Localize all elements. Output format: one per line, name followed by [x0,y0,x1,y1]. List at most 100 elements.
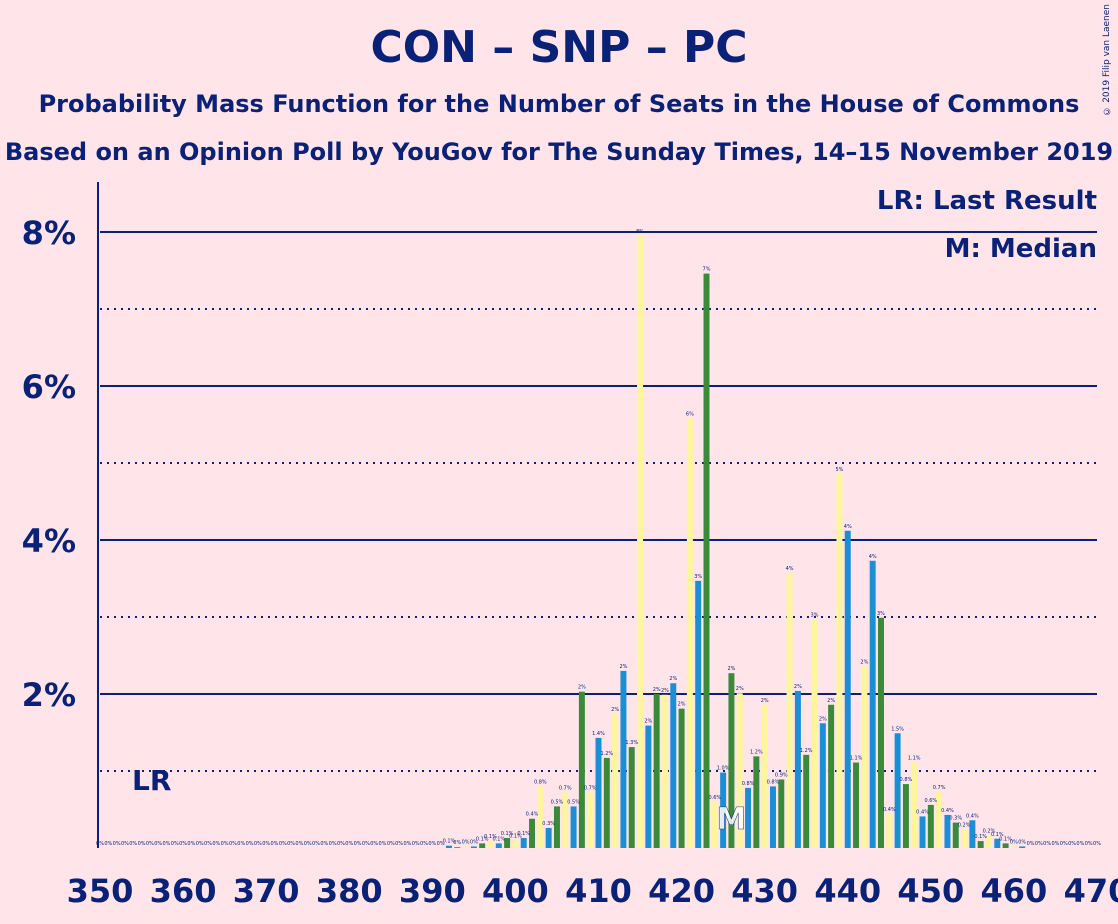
bar-456 [977,841,984,848]
bar-404 [545,827,552,848]
data-label-426: 2% [727,666,735,672]
bar-447 [902,784,909,848]
data-label-431: 0.8% [767,779,780,785]
bar-414 [628,747,635,848]
bar-443 [869,560,876,848]
data-label-463: 0% [1035,841,1043,847]
x-tick-label: 420 [648,872,715,910]
data-label-403: 0.8% [534,779,547,785]
bar-416 [645,725,652,848]
bar-411 [603,757,610,848]
data-label-462: 0% [1027,841,1035,847]
bar-410 [595,737,602,848]
data-label-467: 0% [1068,841,1076,847]
data-label-464: 0% [1043,841,1051,847]
y-tick-label: 6% [22,368,76,406]
data-label-402: 0.4% [526,812,539,818]
data-label-447: 0.8% [900,777,913,783]
data-label-454: 0.2% [958,823,971,829]
data-label-353: 0% [121,841,129,847]
bar-454 [961,829,968,848]
data-label-418: 2% [661,688,669,694]
bar-395 [470,846,477,848]
data-label-424: 0.6% [708,795,721,801]
data-label-468: 0% [1076,841,1084,847]
data-label-449: 0.4% [916,809,929,815]
data-label-434: 2% [794,684,802,690]
x-tick-label: 370 [233,872,300,910]
bar-419 [670,683,677,848]
bar-403 [537,786,544,848]
data-label-444: 3% [877,611,885,617]
data-label-419: 2% [669,676,677,682]
bar-series [445,235,1026,849]
data-label-361: 0% [187,841,195,847]
data-label-469: 0% [1085,841,1093,847]
bar-450 [927,804,934,848]
bar-433 [786,573,793,848]
data-label-372: 0% [279,841,287,847]
bar-412 [612,714,619,848]
data-label-459: 0.1% [999,836,1012,842]
data-label-408: 2% [578,685,586,691]
data-label-374: 0% [295,841,303,847]
bar-426 [728,673,735,848]
data-label-351: 0% [104,841,112,847]
x-tick-label: 390 [399,872,466,910]
bar-409 [587,792,594,848]
data-label-368: 0% [246,841,254,847]
data-label-456: 0.1% [974,834,987,840]
bar-399 [504,837,511,848]
data-label-385: 0% [387,841,395,847]
bar-436 [811,619,818,848]
x-tick-label: 450 [897,872,964,910]
data-labels: 0% 0% 0% 0% 0% 0% 0% 0% 0% 0% 0% 0% 0% 0% 0% 0% 0% 0% 0% 0%… [96,229,1101,847]
data-label-357: 0% [154,841,162,847]
axes: 2% 4% 6% 8% 350 360 370 380 390 400 410 420 430 440 45… [22,182,1118,910]
bar-420 [678,708,685,848]
data-label-436: 3% [811,612,819,618]
data-label-423: 7% [703,267,711,273]
bar-445 [886,814,893,848]
data-label-386: 0% [395,841,403,847]
data-label-377: 0% [320,841,328,847]
bar-402 [529,818,536,848]
bar-446 [894,733,901,848]
y-tick-label: 8% [22,214,76,252]
data-label-466: 0% [1060,841,1068,847]
data-label-380: 0% [345,841,353,847]
bar-423 [703,273,710,849]
data-label-455: 0.4% [966,813,979,819]
median-marker: M [717,802,747,837]
y-tick-label: 4% [22,522,76,560]
data-label-432: 0.9% [775,772,788,778]
data-label-375: 0% [304,841,312,847]
data-label-358: 0% [162,841,170,847]
data-label-389: 0% [420,841,428,847]
data-label-435: 1.2% [800,748,813,754]
data-label-461: 0% [1018,839,1026,845]
bar-400 [512,840,519,848]
data-label-448: 1.1% [908,756,921,762]
data-label-429: 1.2% [750,749,763,755]
data-label-437: 2% [819,716,827,722]
data-label-443: 4% [869,554,877,560]
x-tick-label: 440 [814,872,881,910]
bar-434 [794,690,801,848]
data-label-410: 1.4% [592,731,605,737]
data-label-460: 0% [1010,839,1018,845]
x-tick-label: 470 [1064,872,1118,910]
bar-396 [479,843,486,848]
data-label-366: 0% [229,841,237,847]
data-label-442: 2% [860,659,868,665]
bar-397 [487,841,494,848]
data-label-362: 0% [196,841,204,847]
data-label-452: 0.4% [941,808,954,814]
data-label-356: 0% [146,841,154,847]
x-tick-label: 460 [981,872,1048,910]
x-tick-label: 380 [316,872,383,910]
data-label-405: 0.5% [551,799,564,805]
bar-453 [952,822,959,848]
bar-392 [445,845,452,848]
bar-452 [944,814,951,848]
